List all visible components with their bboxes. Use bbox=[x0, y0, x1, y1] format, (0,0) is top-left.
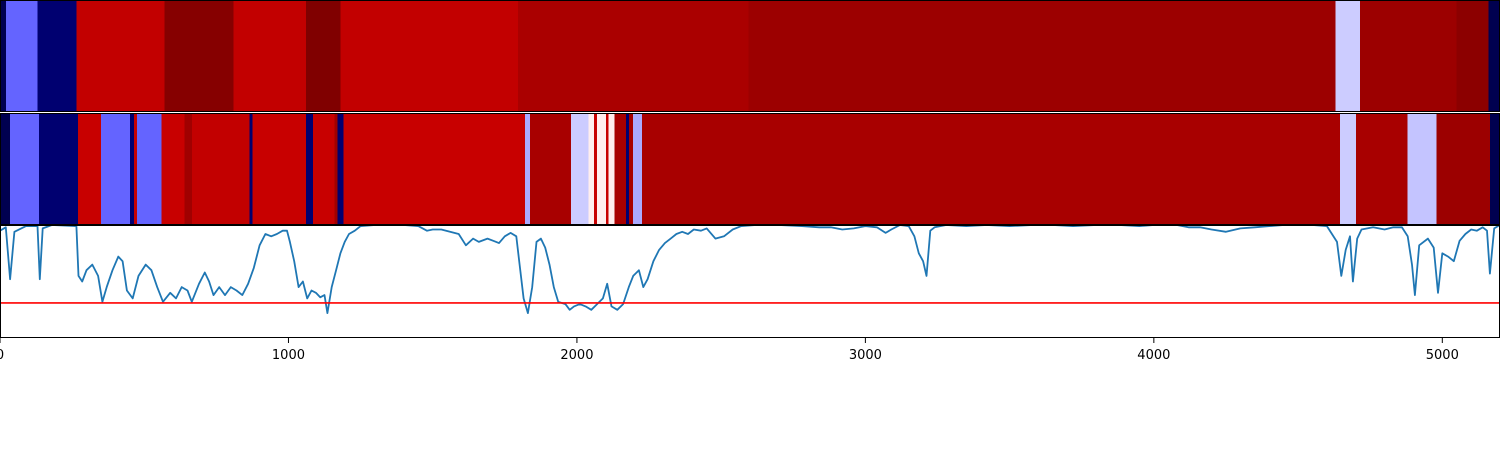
strip2-segment bbox=[608, 113, 615, 225]
strip1-segment bbox=[305, 0, 341, 112]
strip2-segment bbox=[161, 113, 186, 225]
strip1-segment bbox=[340, 0, 519, 112]
x-tick-label: 4000 bbox=[1137, 348, 1170, 363]
middle-state-strip bbox=[0, 113, 1500, 225]
strip1-segment bbox=[164, 0, 235, 112]
strip2-segment bbox=[0, 113, 11, 225]
strip2-segment bbox=[1407, 113, 1437, 225]
x-axis: 0 1000 2000 3000 4000 5000 bbox=[0, 338, 1459, 363]
strip2-segment bbox=[625, 113, 630, 225]
strip2-segment bbox=[628, 113, 634, 225]
strip1-segment bbox=[37, 0, 77, 112]
strip2-segment bbox=[614, 113, 627, 225]
strip2-segment bbox=[77, 113, 102, 225]
strip2-segment bbox=[605, 113, 610, 225]
strip1-segment bbox=[233, 0, 307, 112]
strip2-segment bbox=[1436, 113, 1491, 225]
strip1-segment bbox=[1488, 0, 1500, 112]
strip2-segment bbox=[525, 113, 531, 225]
strip2-segment bbox=[252, 113, 307, 225]
x-tick-label: 3000 bbox=[849, 348, 882, 363]
strip2-segment bbox=[597, 113, 607, 225]
x-tick-label: 2000 bbox=[560, 348, 593, 363]
plot-background bbox=[0, 225, 1500, 338]
strip2-segment bbox=[1339, 113, 1357, 225]
strip1-segment bbox=[76, 0, 165, 112]
strip2-segment bbox=[641, 113, 1341, 225]
strip2-segment bbox=[1355, 113, 1409, 225]
strip1-segment bbox=[1456, 0, 1489, 112]
strip1-segment bbox=[5, 0, 38, 112]
strip2-segment bbox=[337, 113, 344, 225]
strip2-segment bbox=[100, 113, 131, 225]
strip2-segment bbox=[305, 113, 314, 225]
x-tick-label: 5000 bbox=[1426, 348, 1459, 363]
x-tick-label: 0 bbox=[0, 348, 4, 363]
strip2-segment bbox=[571, 113, 589, 225]
strip2-segment bbox=[134, 113, 138, 225]
strip2-segment bbox=[530, 113, 572, 225]
strip2-segment bbox=[249, 113, 253, 225]
strip2-segment bbox=[1489, 113, 1500, 225]
top-state-strip bbox=[0, 0, 1500, 112]
score-line-plot bbox=[0, 225, 1500, 338]
strip1-segment bbox=[1360, 0, 1458, 112]
strip2-segment bbox=[312, 113, 336, 225]
strip2-segment bbox=[334, 113, 338, 225]
strip1-segment bbox=[748, 0, 1336, 112]
x-tick-label: 1000 bbox=[272, 348, 305, 363]
strip1-segment bbox=[517, 0, 749, 112]
strip2-segment bbox=[588, 113, 595, 225]
strip1-segment bbox=[1335, 0, 1361, 112]
strip2-segment bbox=[10, 113, 40, 225]
score-series-line bbox=[0, 225, 1500, 314]
strip2-segment bbox=[184, 113, 193, 225]
strip1-segment bbox=[0, 0, 7, 112]
strip2-segment bbox=[191, 113, 250, 225]
strip2-segment bbox=[38, 113, 79, 225]
strip2-segment bbox=[594, 113, 598, 225]
strip2-segment bbox=[137, 113, 162, 225]
strip2-segment bbox=[343, 113, 526, 225]
strip2-segment bbox=[129, 113, 135, 225]
strip2-segment bbox=[633, 113, 643, 225]
